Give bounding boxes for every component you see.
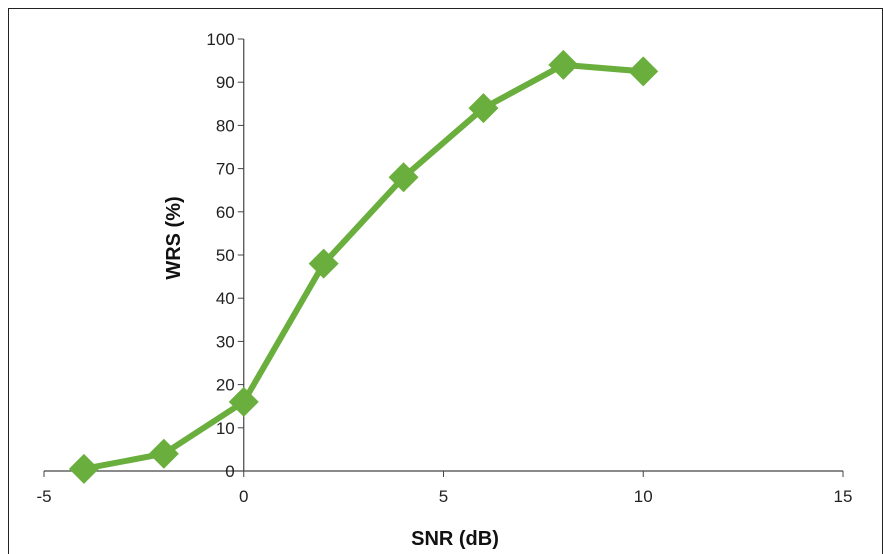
chart-frame: [8, 8, 883, 554]
y-tick-label: 0: [225, 462, 234, 481]
y-tick-labels: 0 10 20 30 40 50 60 70 80 90 100: [206, 30, 234, 481]
y-tick-label: 10: [216, 419, 235, 438]
series-group: [68, 49, 659, 484]
y-tick-label: 50: [216, 246, 235, 265]
y-tick-label: 60: [216, 203, 235, 222]
y-tick-label: 80: [216, 116, 235, 135]
data-point-marker: [388, 162, 419, 193]
data-point-marker: [68, 453, 99, 484]
data-point-marker: [548, 49, 579, 80]
x-tick-labels: -5 0 5 10 15: [36, 487, 852, 506]
data-point-marker: [628, 56, 659, 87]
x-tick-label: 10: [634, 487, 653, 506]
data-point-marker: [148, 438, 179, 469]
data-point-marker: [468, 93, 499, 124]
data-point-marker: [308, 248, 339, 279]
y-tick-label: 40: [216, 289, 235, 308]
x-tick-label: 5: [439, 487, 448, 506]
y-tick-label: 30: [216, 332, 235, 351]
x-axis-title: SNR (dB): [411, 528, 499, 550]
y-tick-label: 20: [216, 376, 235, 395]
series-line: [80, 61, 647, 472]
x-tick-label: 0: [239, 487, 248, 506]
x-tick-label: 15: [834, 487, 853, 506]
y-tick-label: 100: [206, 30, 234, 49]
x-tick-label: -5: [36, 487, 51, 506]
y-tick-label: 90: [216, 73, 235, 92]
data-point-marker: [228, 386, 259, 417]
y-axis-title: WRS (%): [163, 196, 185, 279]
y-tick-label: 70: [216, 160, 235, 179]
